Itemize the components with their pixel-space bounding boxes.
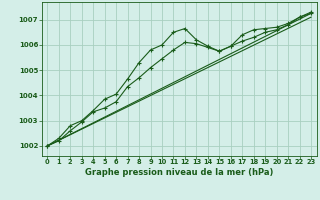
- X-axis label: Graphe pression niveau de la mer (hPa): Graphe pression niveau de la mer (hPa): [85, 168, 273, 177]
